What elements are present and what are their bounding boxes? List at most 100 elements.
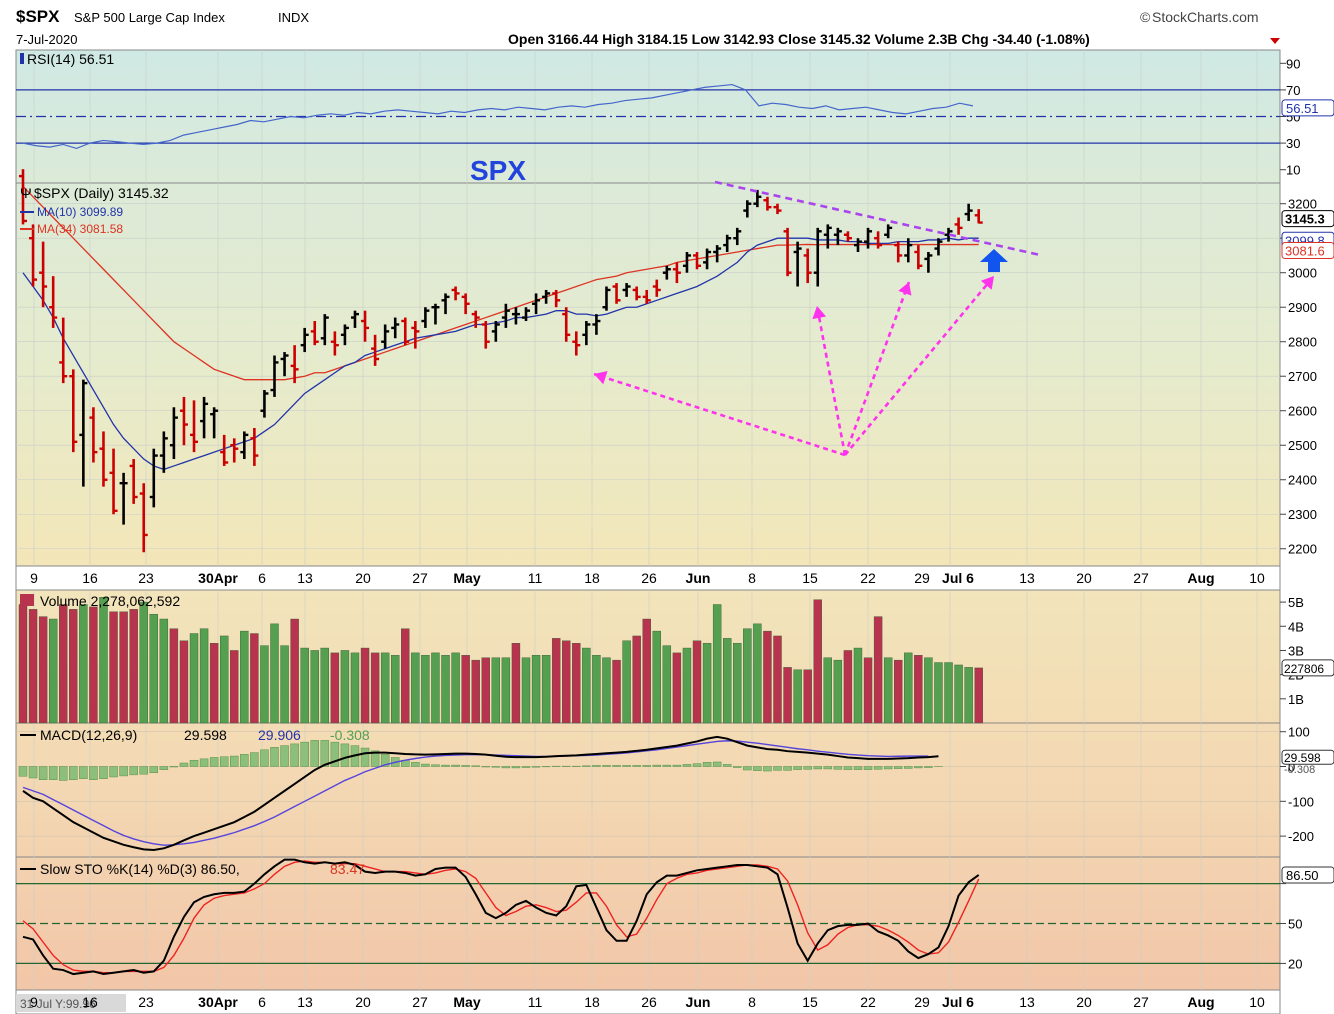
- macd-histogram-bar: [139, 766, 148, 775]
- volume-bar: [712, 604, 722, 724]
- macd-histogram-bar: [48, 766, 58, 780]
- macd-histogram-bar: [883, 766, 893, 770]
- x-tick-label: 13: [1019, 570, 1035, 586]
- x-tick-label: 11: [528, 994, 543, 1010]
- volume-bar: [119, 611, 128, 724]
- price-legend-text: $SPX (Daily) 3145.32: [34, 185, 169, 201]
- volume-bar: [491, 657, 501, 724]
- volume-bar: [79, 604, 88, 724]
- x-tick-label: 16: [82, 570, 98, 586]
- price-y-tick-label: 2700: [1288, 369, 1317, 384]
- stochastic-legend: Slow STO %K(14) %D(3) 86.50, 83.47: [20, 861, 365, 877]
- price-value-label: 3081.6: [1285, 244, 1325, 259]
- stochastic-d-line: [22, 860, 980, 974]
- macd-histogram-bar: [702, 762, 712, 767]
- volume-bar: [189, 633, 199, 724]
- price-value-box: [1281, 242, 1334, 260]
- ohlc-bar: [260, 390, 269, 418]
- macd-histogram-bar: [783, 766, 792, 771]
- ohlc-bar: [330, 331, 339, 356]
- ohlc-bar: [934, 238, 943, 256]
- volume-bar: [69, 609, 78, 724]
- ohlc-bar: [461, 293, 470, 315]
- rsi-line: [22, 83, 974, 150]
- x-tick-label: 10: [1249, 570, 1265, 586]
- volume-bar: [501, 657, 511, 724]
- macd-histogram-bar: [209, 757, 219, 767]
- ohlc-bar: [954, 217, 963, 235]
- volume-bar: [270, 623, 279, 724]
- macd-histogram-bar: [380, 754, 390, 767]
- macd-histogram-value-label: -0.308: [1284, 764, 1315, 776]
- macd-histogram-bar: [893, 766, 903, 769]
- volume-bar: [743, 628, 752, 724]
- price-panel: [15, 182, 1281, 567]
- ohlc-bar: [431, 303, 440, 325]
- macd-histogram-bar: [270, 747, 279, 767]
- ohlc-bar: [823, 224, 832, 249]
- volume-bar: [672, 652, 682, 724]
- x-tick-label: 9: [30, 570, 38, 586]
- x-tick-label: 29: [914, 570, 930, 586]
- stochastic-k-line: [22, 858, 980, 976]
- volume-bar: [350, 652, 360, 724]
- macd-histogram-bar: [320, 740, 330, 767]
- stochastic-legend-text: Slow STO %K(14) %D(3) 86.50,: [40, 861, 240, 877]
- ohlc-bar: [853, 238, 862, 253]
- volume-bar: [793, 669, 802, 724]
- x-tick-label: 9: [30, 994, 38, 1010]
- x-tick-label: Jul 6: [942, 994, 974, 1010]
- x-tick-label: 20: [1076, 994, 1092, 1010]
- ohlc-bar: [59, 317, 68, 384]
- ohlc-bar: [924, 252, 933, 273]
- ohlc-bar: [713, 245, 722, 263]
- ohlc-bar: [200, 396, 209, 439]
- ohlc-bar: [904, 238, 913, 263]
- x-tick-label: 18: [584, 570, 600, 586]
- x-tick-label: 22: [860, 570, 876, 586]
- ohlc-bar: [381, 324, 390, 349]
- volume-bar: [330, 652, 340, 724]
- volume-bar: [914, 655, 923, 724]
- x-tick-label: 8: [748, 570, 756, 586]
- price-value-box: [1281, 210, 1334, 228]
- ohlc-bar: [652, 279, 661, 297]
- volume-bar: [340, 650, 350, 724]
- volume-bar: [894, 659, 903, 724]
- volume-bar: [642, 618, 651, 724]
- volume-bar: [290, 618, 299, 724]
- axes: 9 16 23 30Apr 6 13 20 27 May 11 18 26 Jun 8 15 22 29 Jul …: [30, 56, 1334, 1010]
- volume-bar: [511, 643, 521, 724]
- ohlc-bar: [401, 317, 410, 346]
- ohlc-bar: [884, 224, 893, 239]
- down-arrow-icon: [1270, 38, 1280, 44]
- macd-histogram-bar: [219, 756, 229, 767]
- x-tick-label: 27: [1133, 570, 1149, 586]
- x-tick-label: 20: [355, 570, 371, 586]
- volume-bar: [199, 628, 209, 724]
- volume-bar: [411, 652, 420, 724]
- volume-bar: [702, 643, 712, 724]
- volume-y-tick-label: 5B: [1288, 595, 1304, 610]
- macd-histogram-bar: [722, 764, 732, 767]
- ohlc-bar: [451, 286, 460, 301]
- ohlc-bar: [773, 203, 782, 215]
- ohlc-bar: [552, 289, 561, 308]
- ohlc-bar: [39, 241, 48, 308]
- macd-histogram-bar: [853, 766, 863, 770]
- ohlc-bar: [793, 241, 802, 287]
- macd-histogram-bar: [793, 766, 802, 770]
- x-tick-label: 23: [138, 570, 154, 586]
- chart-date: 7-Jul-2020: [16, 32, 77, 47]
- x-tick-label: 13: [1019, 994, 1035, 1010]
- x-tick-label: May: [453, 570, 480, 586]
- volume-bar: [280, 645, 289, 724]
- macd-histogram-bar: [290, 743, 299, 767]
- macd-histogram-bar: [441, 764, 450, 767]
- macd-histogram-bar: [300, 741, 309, 767]
- ohlc-bar: [491, 321, 500, 342]
- volume-bar: [763, 630, 772, 724]
- price-legend: Ψ $SPX (Daily) 3145.32 MA(10) 3099.89 MA…: [20, 185, 169, 236]
- volume-bar: [461, 655, 470, 724]
- volume-bar: [169, 628, 179, 724]
